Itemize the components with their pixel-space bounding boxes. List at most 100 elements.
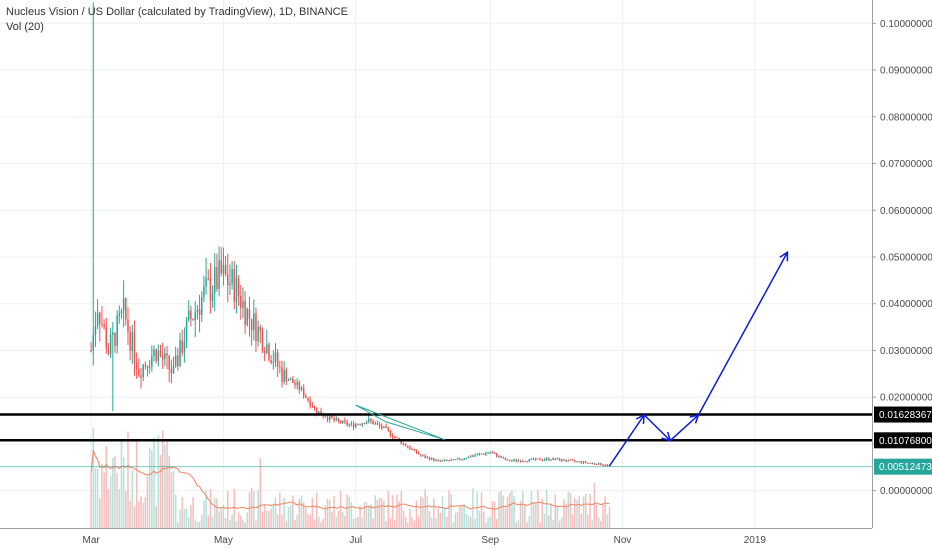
volume-bar	[341, 511, 344, 528]
volume-bar	[450, 493, 452, 528]
candle-body	[120, 310, 123, 314]
candle-body	[148, 366, 151, 368]
volume-bar	[211, 517, 214, 528]
candle-body	[174, 355, 177, 366]
volume-bar	[574, 498, 576, 528]
price-tick-label: 0.02000000	[880, 393, 932, 404]
candle-body	[448, 460, 450, 462]
candle-body	[385, 426, 387, 428]
candle-body	[235, 278, 238, 302]
candle-body	[142, 364, 144, 378]
candle-body	[287, 379, 290, 381]
volume-bar	[183, 509, 186, 528]
candle-body	[404, 443, 407, 447]
candle-body	[541, 460, 544, 462]
candle-body	[367, 418, 370, 423]
candle-body	[346, 421, 348, 425]
volume-bar	[324, 505, 327, 528]
volume-bar	[359, 505, 361, 528]
price-tick-label: 0.04000000	[880, 299, 932, 310]
price-tick-label: 0.07000000	[880, 159, 932, 170]
volume-bar	[452, 522, 455, 528]
time-axis[interactable]: Mar May Jul Sep Nov 2019	[0, 528, 872, 547]
volume-bar	[125, 490, 127, 528]
volume-bar	[571, 514, 574, 528]
candle-body	[433, 458, 435, 461]
volume-bar	[235, 521, 238, 528]
candle-body	[552, 458, 554, 460]
volume-bar	[584, 493, 587, 528]
price-axis[interactable]: 0.10000000 0.09000000 0.08000000 0.07000000…	[872, 0, 932, 528]
volume-bar	[268, 511, 270, 528]
volume-bar	[430, 517, 433, 528]
volume-bar	[428, 511, 431, 528]
candle-body	[522, 461, 524, 463]
volume-bar	[526, 522, 528, 528]
volume-bar	[157, 435, 160, 528]
volume-bar	[133, 506, 136, 528]
volume-bar	[582, 496, 585, 528]
candle-body	[276, 352, 279, 367]
volume-bar	[606, 514, 609, 528]
candle-body	[263, 350, 266, 354]
volume-bar	[441, 495, 444, 528]
volume-bar	[396, 494, 398, 528]
drawing-overlays	[0, 250, 872, 468]
volume-bar	[328, 499, 331, 528]
candle-body	[127, 319, 129, 333]
volume-bar	[604, 496, 606, 528]
candle-body	[352, 423, 355, 428]
volume-bar	[279, 492, 281, 528]
volume-bar	[474, 518, 476, 528]
volume-bar	[576, 499, 578, 528]
candle-body	[333, 418, 335, 421]
volume-bar	[266, 510, 268, 528]
volume-bar	[370, 504, 372, 528]
volume-bar	[257, 489, 259, 528]
volume-bar	[220, 509, 223, 528]
candle-body	[511, 460, 513, 462]
candle-body	[500, 455, 502, 458]
candle-body	[90, 350, 92, 352]
volume-bar	[537, 490, 539, 528]
chart-grid	[0, 0, 872, 528]
volume-bar	[140, 496, 142, 528]
candle-body	[203, 286, 205, 298]
candle-body	[281, 367, 283, 383]
volume-bar	[307, 514, 309, 528]
candle-body	[318, 411, 320, 414]
volume-bar	[151, 450, 153, 528]
volume-bar	[153, 437, 155, 528]
candle-body	[200, 297, 203, 316]
candle-body	[205, 278, 207, 287]
price-tick-label: 0.00000000	[880, 486, 932, 497]
candle-body	[140, 375, 142, 378]
volume-bar	[274, 497, 277, 528]
candle-body	[335, 418, 337, 421]
projection-arrow-path	[608, 251, 789, 467]
volume-bar	[517, 520, 520, 528]
volume-bar	[335, 516, 337, 528]
volume-bar	[244, 522, 246, 528]
candle-body	[320, 411, 322, 415]
volume-bar	[322, 518, 324, 528]
candle-body	[103, 324, 105, 327]
candle-body	[417, 452, 420, 455]
candle-body	[502, 457, 505, 459]
volume-bar	[426, 496, 429, 528]
volume-bar	[591, 520, 593, 528]
volume-bar	[367, 505, 370, 528]
volume-bar	[253, 491, 255, 528]
volume-bar	[413, 520, 416, 528]
candle-body	[118, 313, 121, 316]
volume-bar	[550, 503, 552, 528]
candle-body	[168, 355, 170, 370]
volume-bar	[281, 515, 283, 528]
candle-body	[441, 460, 444, 462]
time-tick-label: Jul	[349, 535, 362, 546]
volume-bar	[541, 498, 544, 528]
volume-bar	[240, 515, 242, 528]
volume-bar	[409, 508, 411, 528]
candle-body	[391, 435, 394, 437]
